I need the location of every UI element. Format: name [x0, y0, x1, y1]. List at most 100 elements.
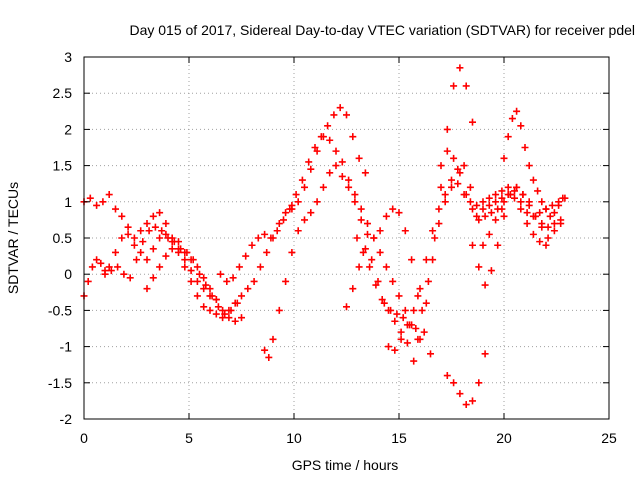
data-point — [441, 191, 449, 199]
data-point — [469, 241, 476, 249]
series — [385, 180, 569, 354]
data-point — [280, 216, 287, 224]
data-point — [126, 274, 134, 282]
data-point — [475, 216, 483, 224]
series — [80, 191, 245, 325]
data-point — [494, 205, 502, 213]
series — [143, 201, 296, 322]
data-point — [206, 306, 214, 314]
data-point — [223, 277, 231, 285]
data-point — [313, 198, 321, 206]
data-point — [143, 285, 151, 293]
data-point — [254, 234, 262, 242]
data-point — [114, 263, 122, 271]
data-point — [357, 205, 365, 213]
data-point — [217, 270, 224, 278]
data-point — [408, 256, 416, 264]
data-point — [164, 234, 172, 242]
data-point — [513, 107, 521, 115]
y-tick-label: 3 — [64, 49, 72, 65]
data-point — [229, 274, 237, 282]
data-point — [481, 281, 489, 289]
data-point — [498, 187, 506, 195]
data-point — [397, 335, 405, 343]
data-point — [248, 241, 256, 249]
data-point — [86, 194, 94, 202]
data-point — [492, 191, 500, 199]
data-point — [168, 245, 176, 253]
data-point — [485, 194, 493, 202]
data-point — [550, 209, 558, 217]
data-point — [336, 104, 344, 112]
data-point — [177, 245, 185, 253]
data-point — [450, 379, 458, 387]
data-point — [378, 296, 386, 304]
data-point — [525, 162, 533, 170]
data-point — [542, 205, 550, 213]
x-tick-label: 0 — [80, 430, 88, 446]
data-point — [175, 248, 182, 256]
data-point — [143, 256, 151, 264]
data-point — [156, 234, 164, 242]
data-point — [355, 154, 363, 162]
data-point — [294, 227, 302, 235]
data-point — [393, 310, 401, 318]
data-point — [422, 256, 430, 264]
data-point — [214, 303, 222, 311]
data-point — [418, 306, 426, 314]
data-point — [466, 183, 474, 191]
data-point — [124, 230, 132, 238]
data-point — [443, 147, 451, 155]
data-point — [256, 263, 264, 271]
data-point — [189, 256, 197, 264]
data-point — [382, 263, 390, 271]
data-point — [338, 172, 346, 180]
data-point — [517, 198, 525, 206]
data-point — [382, 212, 390, 220]
data-point — [401, 227, 409, 235]
data-point — [427, 350, 434, 358]
data-point — [219, 306, 227, 314]
data-point — [441, 198, 449, 206]
y-tick-label: -0.5 — [48, 302, 72, 318]
y-tick-label: 2 — [64, 121, 72, 137]
data-point — [231, 299, 239, 307]
data-point — [450, 82, 458, 90]
data-point — [149, 274, 157, 282]
data-point — [332, 147, 340, 155]
data-point — [343, 303, 350, 311]
data-point — [107, 267, 115, 275]
data-point — [183, 248, 191, 256]
x-axis-label: GPS time / hours — [292, 457, 399, 473]
data-point — [105, 263, 113, 271]
data-point — [559, 194, 567, 202]
data-point — [326, 169, 334, 177]
data-point — [410, 306, 418, 314]
data-point — [529, 230, 537, 238]
data-point — [359, 248, 367, 256]
data-point — [475, 263, 483, 271]
series — [353, 162, 506, 365]
x-tick-label: 15 — [391, 430, 407, 446]
data-point — [557, 220, 565, 228]
data-point — [500, 154, 508, 162]
data-point — [349, 285, 357, 293]
series — [500, 107, 567, 220]
data-point — [261, 346, 269, 354]
data-point — [412, 325, 420, 332]
data-point — [385, 343, 392, 351]
data-point — [319, 183, 327, 191]
x-tick-label: 5 — [185, 430, 193, 446]
data-point — [548, 201, 556, 209]
data-point — [137, 227, 145, 235]
data-point — [410, 357, 418, 365]
data-point — [511, 194, 518, 202]
data-point — [479, 198, 487, 206]
data-point — [269, 335, 277, 343]
data-point — [301, 216, 308, 224]
data-point — [351, 191, 359, 199]
data-point — [389, 277, 397, 285]
data-point — [429, 227, 437, 235]
